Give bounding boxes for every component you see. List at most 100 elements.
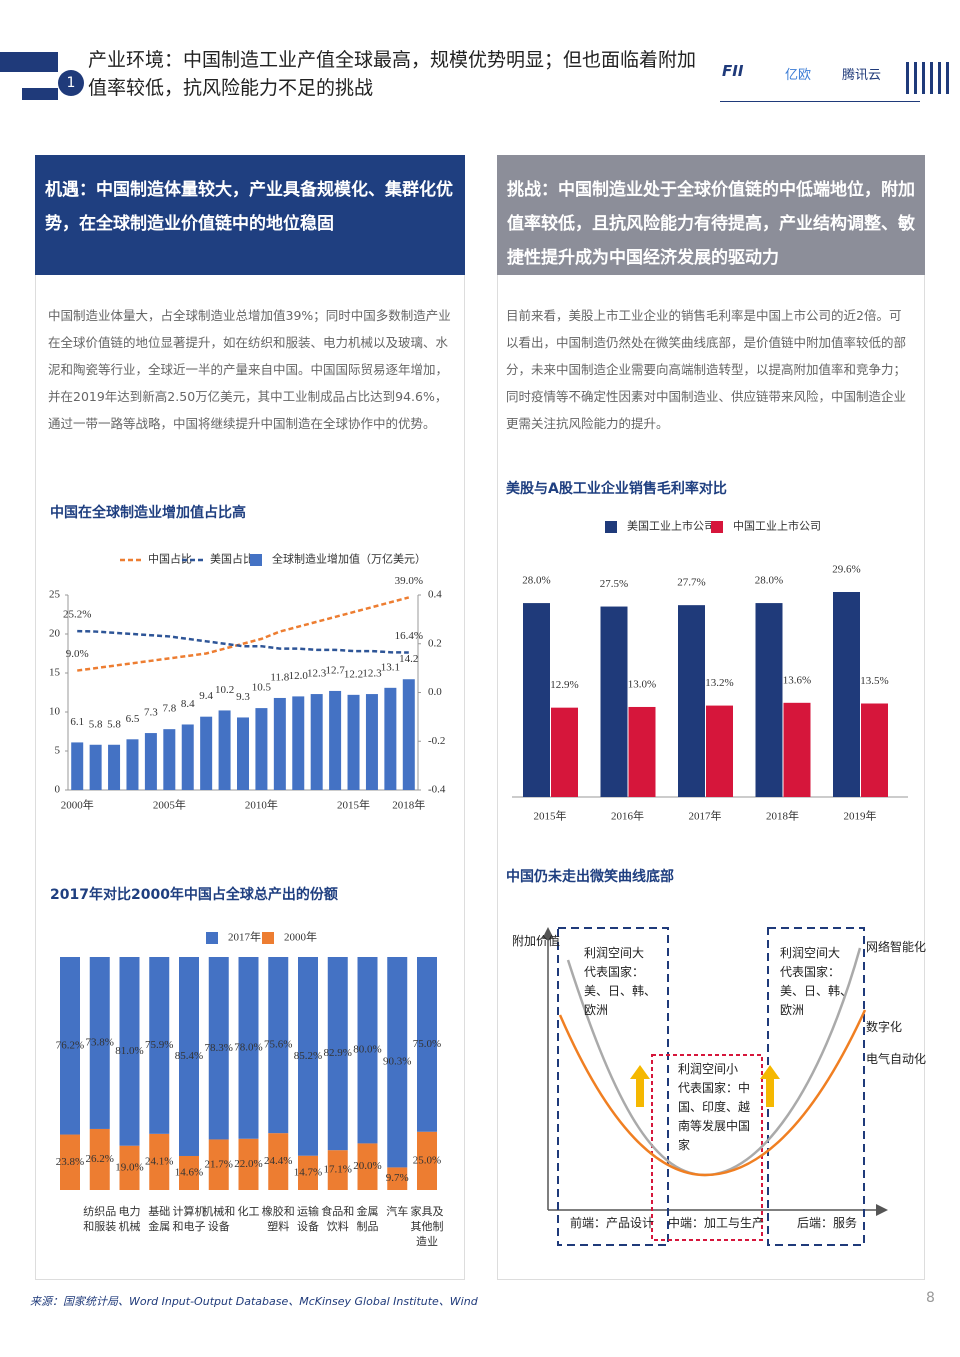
logo: FII [722,62,744,80]
value-label: 28.0% [522,575,550,587]
value-label: 23.8% [56,1156,84,1168]
curve-label: 电气自动化 [866,1052,927,1066]
legend-swatch [250,554,262,566]
value-label: 13.1 [381,661,400,673]
rule [720,101,920,102]
stripes [906,62,949,94]
chart: 美国工业上市公司 中国工业上市公司 2015年 28.0% 12.9% 2016年 27.5… [512,519,908,823]
x-tick-label: 2017年 [689,809,722,823]
box-text: 利润空间大 代表国家：美、日、韩、欧洲 [780,944,854,1020]
bar [273,697,286,790]
bar [108,744,121,790]
x-tick-label: 电力机械 [119,1205,141,1233]
value-label: 21.7% [205,1158,233,1170]
value-label: 82.9% [324,1047,352,1059]
box [651,1054,763,1241]
line [77,596,410,672]
value-label: 5.8 [89,718,103,730]
arrow [760,1065,780,1107]
bar-segment [417,957,437,1132]
value-label: 13.0% [628,678,656,690]
x-tick-label: 2010年 [245,798,278,812]
bar-segment [89,957,110,1129]
bar [71,742,84,790]
value-label: 78.3% [205,1042,233,1054]
legend-swatch [262,932,274,944]
header-bar [22,88,58,100]
value-label: 11.8 [270,671,289,683]
value-label: 12.2 [344,668,363,680]
bar [347,694,360,790]
legend-label: 2000年 [284,930,317,944]
bar [402,679,415,790]
stage: 前端：产品设计 [570,1216,655,1230]
value-label: 85.2% [294,1050,322,1062]
bar-segment [89,1128,110,1190]
legend-swatch [711,521,723,533]
value-label: 6.1 [70,716,84,728]
y2-tick-label: -0.4 [428,784,446,796]
arrow [630,1065,650,1107]
x-tick-label: 橡胶和塑料 [262,1204,295,1233]
y-tick-label: 20 [49,628,61,640]
bar-segment [208,1139,229,1190]
bar [144,733,157,790]
bar [126,739,139,790]
value-label: 6.5 [126,713,140,725]
bar-segment [327,957,348,1151]
box-body: 代表国家：美、日、韩、欧洲 [780,965,853,1017]
value-label: 12.0 [289,670,309,682]
bar-segment [298,957,318,1156]
value-label: 24.4% [264,1155,292,1167]
bar [89,744,102,790]
value-label: 12.3 [362,668,382,680]
value-label: 80.0% [353,1044,381,1056]
box-title: 利润空间大 [584,946,645,960]
x-tick-label: 2019年 [844,809,877,823]
value-label: 29.6% [832,564,860,576]
bar-segment [268,1133,289,1190]
bar-segment [179,957,199,1156]
x-tick-label: 运输设备 [297,1204,319,1233]
box-text: 利润空间小 代表国家：中国、印度、越南等发展中国家 [678,1060,756,1155]
bar-segment [179,1155,199,1190]
bar [181,724,194,790]
right-heading: 挑战：中国制造业处于全球价值链的中低端地位，附加值率较低，且抗风险能力有待提高，… [497,155,925,275]
value-label: 14.6% [175,1167,203,1179]
x-tick-label: 2005年 [153,798,186,812]
bar [292,696,305,790]
logo: 亿欧 [785,68,812,83]
legend-label: 中国占比 [148,552,192,566]
bar-segment [149,957,170,1134]
y-tick-label: 5 [55,745,61,757]
x-tick-label: 基础金属 [148,1205,170,1233]
bar-segment [119,957,140,1146]
x-tick-label: 机械和设备 [202,1204,235,1233]
box-body: 代表国家：美、日、韩、欧洲 [584,965,657,1017]
bar [365,694,378,790]
stage: 中端：加工与生产 [668,1216,765,1230]
bar [861,703,888,797]
bar [163,729,176,790]
value-label: 25.2% [63,609,91,621]
value-label: 14.2 [399,653,418,665]
x-tick-label: 汽车 [386,1204,408,1218]
bar-segment [60,1134,80,1190]
bar [200,716,213,790]
value-label: 75.0% [413,1038,441,1050]
y2-tick-label: 0.4 [428,589,442,601]
legend-label: 美国占比 [210,552,254,566]
paragraph: 目前来看，美股上市工业企业的销售毛利率是中国上市公司的近2倍。可以看出，中国制造… [506,308,907,431]
bar [706,705,733,797]
bar-segment [417,1131,437,1190]
value-label: 5.8 [107,718,121,730]
value-label: 10.5 [252,682,272,694]
value-label: 76.2% [56,1039,84,1051]
bar [678,605,705,797]
value-label: 9.4 [199,690,213,702]
value-label: 10.2 [215,684,234,696]
source: 来源：国家统计局、Word Input-Output Database、McKi… [30,1295,478,1308]
bar-segment [238,957,259,1139]
value-label: 19.0% [115,1161,143,1173]
